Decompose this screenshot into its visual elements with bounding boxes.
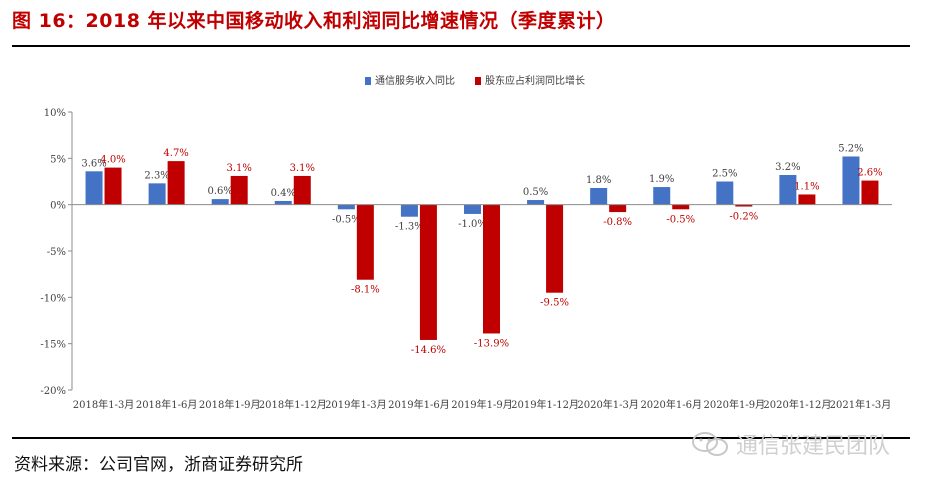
profit-data-label: 4.7%	[163, 148, 188, 159]
x-tick-label: 2019年1-6月	[388, 398, 450, 411]
profit-data-label: 4.0%	[100, 155, 125, 166]
revenue-data-label: 0.6%	[207, 186, 232, 197]
profit-bar	[735, 204, 753, 207]
revenue-data-label: 2.5%	[712, 169, 737, 180]
revenue-data-label: 2.3%	[144, 170, 169, 181]
revenue-bar	[653, 187, 671, 205]
x-tick-label: 2019年1-12月	[511, 398, 579, 411]
revenue-data-label: -1.0%	[458, 219, 487, 230]
profit-bar	[167, 161, 185, 205]
y-tick-label: -10%	[40, 293, 66, 304]
revenue-bar	[527, 200, 545, 205]
revenue-data-label: 1.9%	[649, 174, 674, 185]
source-note: 资料来源：公司官网，浙商证券研究所	[14, 455, 303, 475]
profit-bar	[546, 204, 564, 293]
legend-swatch-revenue	[365, 77, 371, 85]
x-tick-label: 2020年1-6月	[640, 398, 702, 411]
revenue-data-label: -0.5%	[332, 214, 361, 225]
wechat-icon	[692, 432, 728, 456]
profit-data-label: 2.6%	[857, 168, 882, 179]
profit-data-label: -9.5%	[540, 298, 569, 309]
x-tick-label: 2018年1-12月	[259, 398, 327, 411]
source-divider	[12, 437, 910, 439]
profit-bar	[609, 204, 627, 213]
profit-bar	[104, 167, 122, 205]
revenue-data-label: 1.8%	[586, 175, 611, 186]
revenue-data-label: 5.2%	[838, 143, 863, 154]
profit-data-label: -14.6%	[411, 345, 446, 356]
revenue-bar	[464, 204, 481, 214]
y-axis: 10% 5% 0% -5% -10% -15% -20%	[40, 108, 73, 397]
revenue-data-label: 3.2%	[775, 162, 800, 173]
profit-data-label: 3.1%	[290, 163, 315, 174]
profit-data-label: -0.5%	[666, 214, 695, 225]
revenue-bar	[85, 171, 103, 205]
profit-bar	[419, 204, 437, 340]
chart-legend: 通信服务收入同比 股东应占利润同比增长	[365, 74, 585, 87]
legend-label-profit: 股东应占利润同比增长	[485, 74, 585, 87]
x-axis: 2018年1-3月 2018年1-6月 2018年1-9月2018年1-12月201…	[72, 204, 892, 411]
profit-bar	[861, 180, 879, 205]
profit-bar	[230, 175, 248, 205]
profit-bar	[672, 204, 690, 210]
y-tick-label: 0%	[50, 201, 66, 212]
x-tick-label: 2018年1-9月	[199, 398, 261, 411]
revenue-bar	[842, 156, 860, 205]
revenue-bar	[779, 175, 797, 205]
x-tick-label: 2021年1-3月	[830, 398, 892, 411]
profit-data-label: -0.2%	[729, 212, 758, 223]
profit-data-label: -13.9%	[474, 338, 509, 349]
revenue-bar	[590, 187, 608, 205]
profit-data-label: 3.1%	[226, 163, 251, 174]
profit-data-label: 1.1%	[794, 181, 819, 192]
x-tick-label: 2019年1-3月	[325, 398, 387, 411]
x-tick-label: 2019年1-9月	[451, 398, 513, 411]
title-divider	[12, 45, 910, 47]
revenue-data-label: -1.3%	[395, 222, 424, 233]
profit-data-label: -8.1%	[351, 285, 380, 296]
revenue-bar	[337, 204, 355, 210]
watermark: 通信张建民团队	[690, 428, 890, 460]
y-tick-label: -20%	[40, 386, 66, 397]
bar-chart: 通信服务收入同比 股东应占利润同比增长 10% 5% 0% -5% -10% -15% -20…	[40, 74, 892, 411]
revenue-bar	[716, 181, 734, 205]
profit-data-label: -0.8%	[603, 217, 632, 228]
bars-group: 3.6%4.0% 2.3% 4.7% 0.6% 3.1% 0.4% 3.1% -0.5% -8.…	[81, 143, 882, 355]
profit-bar	[356, 204, 374, 280]
revenue-data-label: 3.6%	[81, 158, 106, 169]
revenue-bar	[400, 204, 418, 217]
revenue-bar	[211, 199, 229, 205]
watermark-text: 通信张建民团队	[736, 434, 891, 459]
y-tick-label: -15%	[40, 340, 66, 351]
revenue-bar	[148, 183, 166, 205]
x-tick-label: 2020年1-9月	[704, 398, 766, 411]
chart-frame: 通信服务收入同比 股东应占利润同比增长 10% 5% 0% -5% -10% -15% -20…	[12, 60, 910, 417]
x-tick-label: 2020年1-12月	[763, 398, 831, 411]
x-tick-label: 2020年1-3月	[577, 398, 639, 411]
legend-swatch-profit	[475, 77, 481, 85]
x-tick-label: 2018年1-3月	[73, 398, 135, 411]
revenue-data-label: 0.4%	[271, 188, 296, 199]
y-tick-label: 10%	[44, 108, 66, 119]
revenue-data-label: 0.5%	[523, 187, 548, 198]
y-tick-label: -5%	[47, 247, 66, 258]
figure-title: 图 16：2018 年以来中国移动收入和利润同比增速情况（季度累计）	[12, 10, 616, 32]
revenue-bar	[274, 200, 292, 205]
y-tick-label: 5%	[50, 154, 66, 165]
legend-label-revenue: 通信服务收入同比	[375, 74, 455, 87]
profit-bar	[798, 194, 816, 205]
profit-bar	[483, 204, 500, 334]
x-tick-label: 2018年1-6月	[136, 398, 198, 411]
profit-bar	[293, 175, 311, 205]
